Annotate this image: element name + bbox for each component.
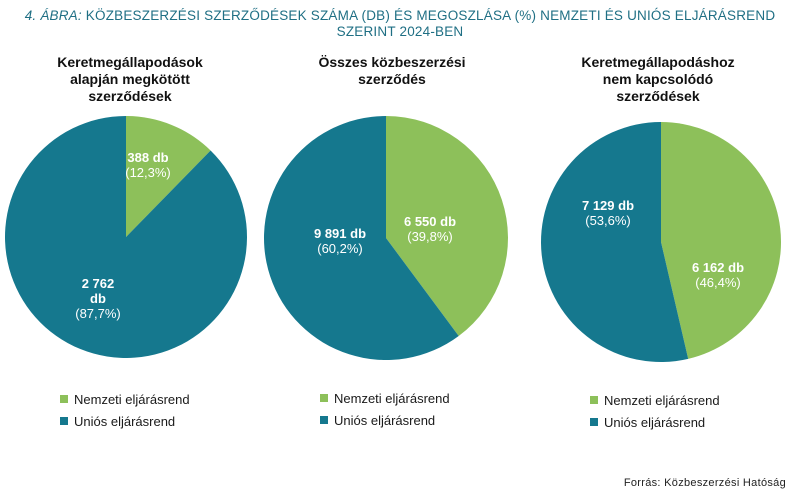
legend-swatch-unios (590, 418, 598, 426)
pie-svg: 388 db (12,3%) 2 762 db (87,7%) (5, 116, 248, 358)
legend-item-unios: Uniós eljárásrend (60, 410, 190, 432)
data-label-unios: 9 891 db (60,2%) (314, 226, 366, 256)
data-label-count: 6 550 db (404, 214, 456, 229)
pie-slice-unios (263, 116, 459, 360)
pie-chart-keretmegallapodasok: Keretmegállapodások alapján megkötött sz… (0, 0, 260, 460)
legend-label: Uniós eljárásrend (604, 414, 706, 430)
legend-item-nemzeti: Nemzeti eljárásrend (60, 388, 190, 410)
pie-chart-osszes: Összes közbeszerzési szerződés 6 550 db(… (262, 0, 522, 460)
legend-swatch-nemzeti (320, 394, 328, 402)
legend-label: Nemzeti eljárásrend (74, 391, 190, 407)
pie-slice-unios (5, 116, 248, 358)
legend-swatch-nemzeti (590, 396, 598, 404)
chart-title-line: szerződések (88, 88, 172, 104)
data-label-count: db (90, 291, 106, 306)
legend-item-nemzeti: Nemzeti eljárásrend (320, 387, 450, 409)
legend: Nemzeti eljárásrend Uniós eljárásrend (60, 388, 190, 432)
data-label-count: 7 129 db (582, 198, 634, 213)
legend-swatch-unios (320, 416, 328, 424)
pie-svg: 6 162 db (46,4%) 7 129 db (53,6%) (541, 121, 782, 362)
chart-title-line: Keretmegállapodások (57, 54, 203, 70)
data-label-count: 6 162 db (692, 260, 744, 275)
legend: Nemzeti eljárásrend Uniós eljárásrend (590, 389, 720, 433)
data-label-percent: (39,8%) (407, 229, 453, 244)
legend-label: Nemzeti eljárásrend (334, 390, 450, 406)
legend-item-unios: Uniós eljárásrend (320, 409, 450, 431)
data-label-nemzeti: 388 db (12,3%) (125, 150, 171, 180)
pie-slice-nemzeti (126, 116, 211, 237)
figure-title-text: KÖZBESZERZÉSI SZERZŐDÉSEK SZÁMA (DB) ÉS … (81, 8, 776, 23)
legend-label: Uniós eljárásrend (334, 412, 436, 428)
legend-item-unios: Uniós eljárásrend (590, 411, 720, 433)
source-note: Forrás: Közbeszerzési Hatóság (623, 477, 786, 489)
pie-slice-nemzeti (386, 116, 508, 336)
figure-title-line2: SZERINT 2024-BEN (336, 24, 464, 39)
legend-label: Nemzeti eljárásrend (604, 392, 720, 408)
pie-svg: 6 550 db (39,8%) 9 891 db (60,2%) (263, 116, 508, 360)
chart-title-line: szerződés (358, 71, 426, 87)
data-label-count: 2 762 (82, 276, 115, 291)
pie-chart-nem-kapcsolodo: Keretmegállapodáshoz nem kapcsolódó szer… (528, 0, 788, 460)
data-label-unios: 7 129 db (53,6%) (582, 198, 634, 228)
data-label-percent: (53,6%) (585, 213, 631, 228)
figure-title-prefix: 4. ÁBRA: (24, 8, 82, 23)
data-label-percent: (87,7%) (75, 306, 121, 321)
legend-swatch-unios (60, 417, 68, 425)
data-label-count: 9 891 db (314, 226, 366, 241)
chart-title-line: Összes közbeszerzési (318, 54, 466, 70)
chart-title: Összes közbeszerzési szerződés (262, 54, 522, 88)
chart-title: Keretmegállapodáshoz nem kapcsolódó szer… (528, 54, 788, 105)
chart-title-line: szerződések (616, 88, 700, 104)
pie-slice-nemzeti (661, 121, 782, 359)
pie-slices (263, 116, 508, 360)
data-label-percent: (60,2%) (317, 241, 363, 256)
data-label-unios: 2 762 db (87,7%) (75, 276, 121, 321)
data-label-percent: (12,3%) (125, 165, 171, 180)
chart-title-line: nem kapcsolódó (602, 71, 714, 87)
chart-title-line: alapján megkötött (70, 71, 190, 87)
pie-slices (541, 121, 782, 362)
legend-swatch-nemzeti (60, 395, 68, 403)
data-label-percent: (46,4%) (695, 275, 741, 290)
data-label-nemzeti: 6 550 db (39,8%) (404, 214, 456, 244)
pie-slices (5, 116, 248, 358)
data-label-nemzeti: 6 162 db (46,4%) (692, 260, 744, 290)
legend: Nemzeti eljárásrend Uniós eljárásrend (320, 387, 450, 431)
chart-title-line: Keretmegállapodáshoz (581, 54, 735, 70)
legend-item-nemzeti: Nemzeti eljárásrend (590, 389, 720, 411)
figure-title: 4. ÁBRA: KÖZBESZERZÉSI SZERZŐDÉSEK SZÁMA… (0, 8, 800, 40)
legend-label: Uniós eljárásrend (74, 413, 176, 429)
chart-title: Keretmegállapodások alapján megkötött sz… (0, 54, 260, 105)
data-label-count: 388 db (127, 150, 168, 165)
pie-slice-unios (541, 122, 689, 362)
